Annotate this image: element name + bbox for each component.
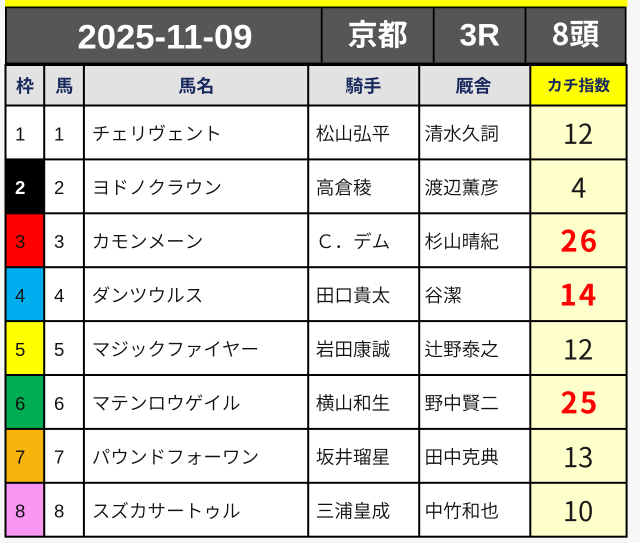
svg-text:6: 6: [54, 393, 64, 414]
svg-text:3: 3: [15, 231, 25, 252]
svg-text:8: 8: [15, 501, 25, 522]
svg-text:4: 4: [54, 285, 64, 306]
svg-text:3R: 3R: [460, 17, 501, 53]
svg-text:3: 3: [54, 231, 64, 252]
svg-text:4: 4: [15, 285, 25, 306]
svg-text:5: 5: [54, 339, 64, 360]
svg-text:1: 1: [54, 123, 64, 144]
svg-text:8: 8: [54, 501, 64, 522]
svg-text:6: 6: [15, 393, 25, 414]
svg-text:5: 5: [15, 339, 25, 360]
svg-text:7: 7: [54, 447, 64, 468]
svg-text:2: 2: [15, 177, 25, 198]
svg-text:7: 7: [15, 447, 25, 468]
svg-text:1: 1: [15, 123, 25, 144]
svg-text:2025-11-09: 2025-11-09: [78, 18, 253, 56]
svg-text:2: 2: [54, 177, 64, 198]
